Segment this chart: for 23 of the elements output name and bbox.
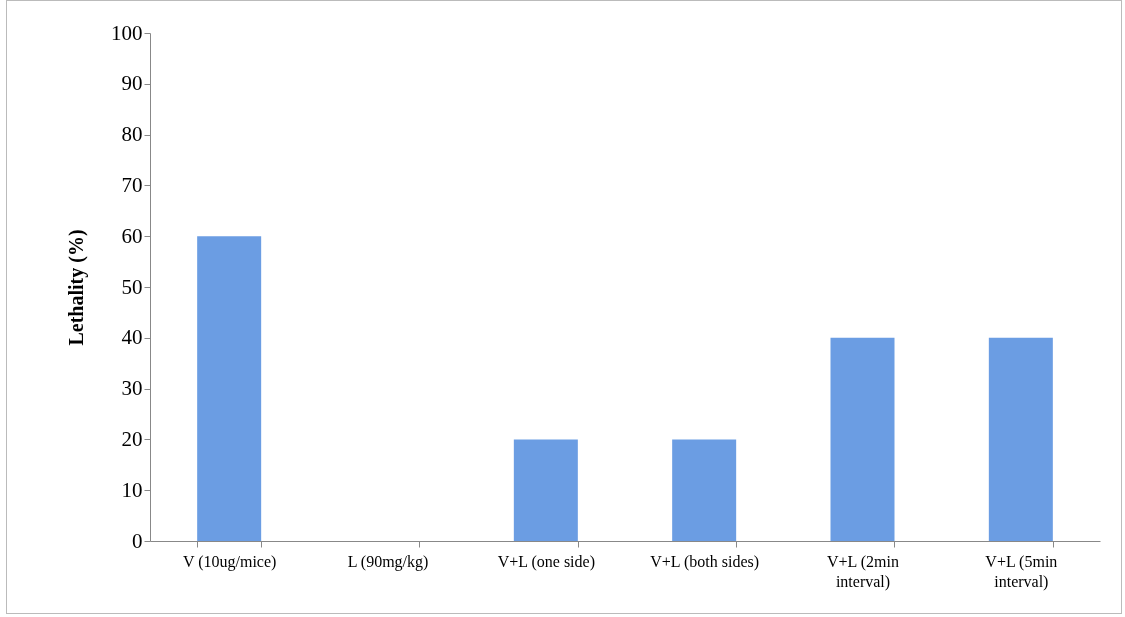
y-tick-label: 70 (121, 172, 143, 197)
y-axis-title: Lethality (%) (65, 229, 88, 346)
x-tick-label: L (90mg/kg) (347, 552, 429, 571)
y-tick-label: 50 (121, 274, 143, 299)
bar (830, 337, 895, 541)
y-tick-label: 10 (121, 477, 143, 502)
y-tick-label: 60 (121, 223, 143, 248)
x-tick-label: V+L (5min interval) (985, 552, 1058, 591)
bar (197, 236, 262, 541)
y-tick-label: 0 (132, 528, 143, 553)
bar (513, 439, 578, 541)
y-tick-label: 80 (121, 122, 143, 147)
y-tick-label: 20 (121, 426, 143, 451)
x-tick-label: V+L (one side) (497, 552, 595, 571)
y-tick-label: 100 (111, 20, 143, 45)
bar (988, 337, 1053, 541)
y-tick-label: 90 (121, 71, 143, 96)
x-tick-label: V (10ug/mice) (182, 552, 277, 571)
x-tick-label: V+L (2min interval) (827, 552, 899, 591)
bar (672, 439, 737, 541)
y-tick-label: 30 (121, 376, 143, 401)
y-tick-label: 40 (121, 325, 143, 350)
x-tick-label: V+L (both sides) (650, 552, 760, 571)
